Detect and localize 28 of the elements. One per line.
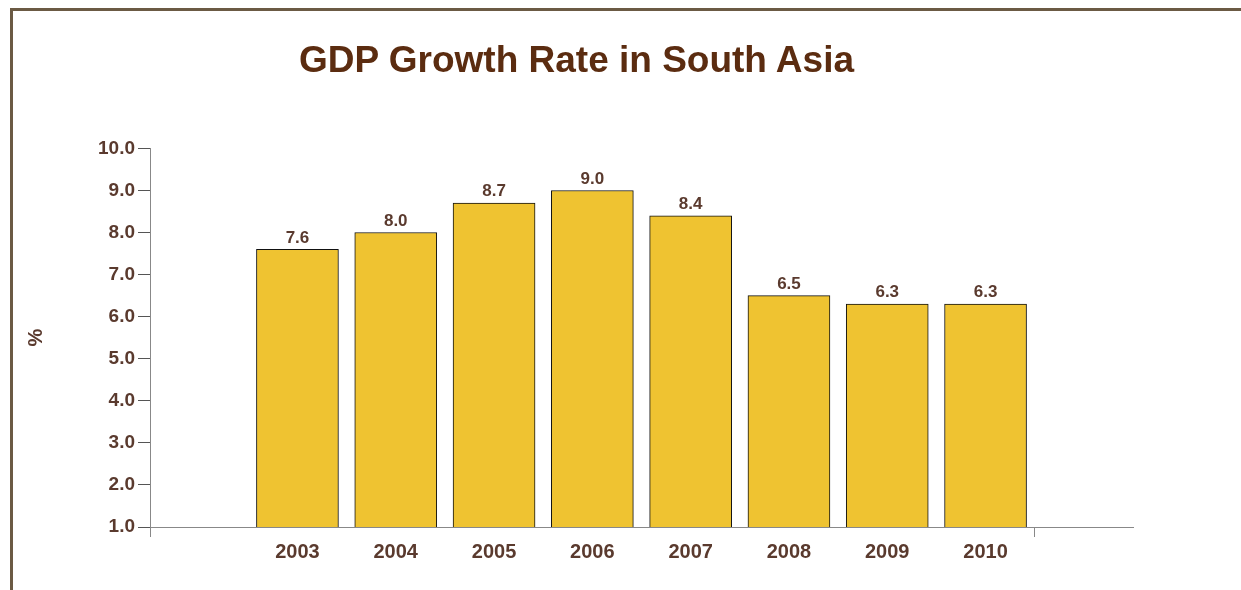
data-label: 8.0 (383, 210, 408, 230)
x-tick-label: 2009 (865, 539, 910, 562)
data-label: 6.3 (973, 282, 998, 302)
data-label: 6.5 (777, 273, 801, 293)
data-label: 8.4 (678, 193, 704, 213)
x-tick-label: 2010 (963, 539, 1008, 562)
x-tick-label: 2005 (471, 539, 517, 562)
chart-title: GDP Growth Rate in South Asia (298, 39, 855, 81)
x-tick-label: 2008 (766, 539, 812, 562)
y-tick-label: 1.0 (108, 515, 135, 537)
x-tick-label: 2004 (373, 539, 419, 562)
x-tick-label: 2006 (570, 539, 615, 562)
data-label: 9.0 (580, 168, 605, 188)
y-tick-label: 4.0 (108, 389, 135, 411)
data-label: 8.7 (482, 181, 506, 201)
y-tick-label: 5.0 (108, 346, 135, 368)
y-tick-label: 2.0 (108, 473, 135, 495)
x-tick-label: 2003 (275, 539, 320, 562)
y-tick-label: 7.0 (108, 262, 135, 284)
y-tick-label: 8.0 (108, 220, 135, 242)
x-tick-label: 2007 (668, 539, 713, 562)
y-tick-label: 6.0 (108, 304, 135, 326)
y-axis-title: % (23, 328, 46, 347)
y-tick-label: 9.0 (108, 178, 135, 200)
data-label: 6.3 (875, 282, 900, 302)
data-label: 7.6 (285, 227, 310, 247)
y-tick-label: 10.0 (98, 136, 135, 158)
y-tick-label: 3.0 (108, 431, 135, 453)
